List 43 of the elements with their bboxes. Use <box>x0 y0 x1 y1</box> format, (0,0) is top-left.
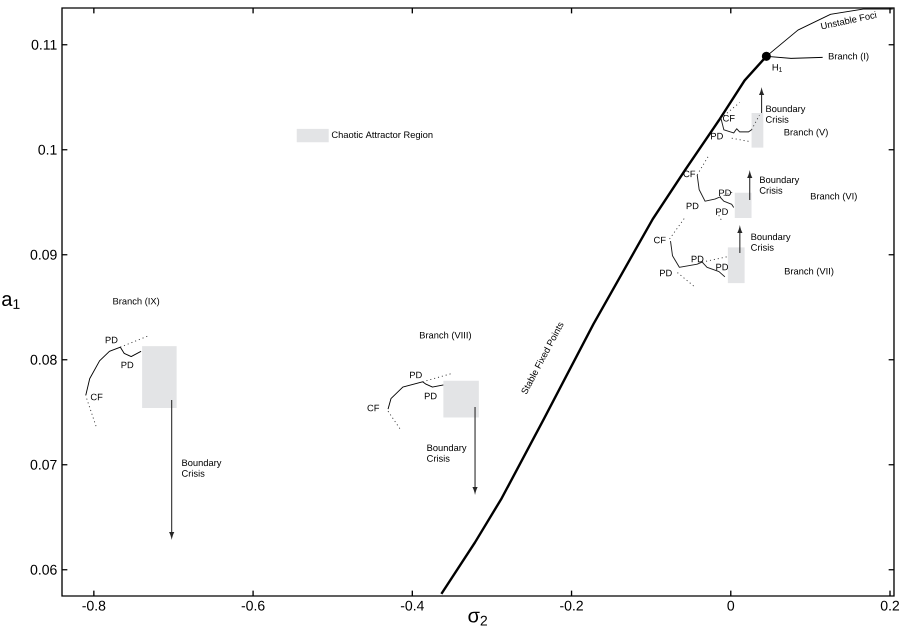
annotation: PD <box>410 372 422 378</box>
x-tick-label: -0.2 <box>560 600 583 611</box>
y-tick-label: 0.11 <box>32 40 57 50</box>
annotation: PD <box>122 362 134 368</box>
annotation: Boundary Crisis <box>766 105 806 123</box>
annotation: Boundary Crisis <box>427 444 467 462</box>
annotation: CF <box>90 394 102 400</box>
y-axis-title: a$_{1}$ <box>2 295 20 309</box>
x-tick-label: -0.6 <box>242 600 265 611</box>
annotation: Branch (VIII) <box>420 332 471 340</box>
x-tick-label: -0.8 <box>82 600 106 611</box>
annotation: Boundary Crisis <box>751 233 791 251</box>
annotation: Branch (IX) <box>113 298 160 306</box>
x-tick-label: 0.2 <box>880 600 900 611</box>
x-axis-title: σ$_{2}$ <box>468 612 488 626</box>
x-tick-label: -0.4 <box>400 600 424 611</box>
annotation: PD <box>716 208 728 215</box>
annotation: PD <box>711 132 723 140</box>
annotation: PD <box>692 256 704 262</box>
y-tick-label: 0.1 <box>38 144 57 155</box>
annotation: Boundary Crisis <box>182 459 222 477</box>
annotation: CF <box>723 114 735 122</box>
y-tick-label: 0.06 <box>30 564 57 575</box>
annotation: Branch (VI) <box>810 192 857 202</box>
annotation: CF <box>368 404 380 412</box>
annotation: H$_{1}$ <box>772 64 782 72</box>
annotation: PD <box>686 202 698 210</box>
annotation: PD <box>719 190 731 196</box>
annotation: CF <box>654 236 666 244</box>
annotation: PD <box>660 270 672 276</box>
annotation: PD <box>106 336 118 344</box>
annotation: Branch (V) <box>784 128 828 138</box>
annotation: Unstable Foci <box>820 11 877 30</box>
annotation: Branch (VII) <box>784 268 834 276</box>
annotation: Boundary Crisis <box>760 176 800 194</box>
annotation: Branch (I) <box>828 52 868 62</box>
legend-label: Chaotic Attractor Region <box>332 131 432 140</box>
annotation: PD <box>424 392 437 400</box>
y-tick-label: 0.07 <box>30 460 57 470</box>
y-tick-label: 0.09 <box>30 250 57 260</box>
x-tick-label: 0 <box>727 600 734 611</box>
y-tick-label: 0.08 <box>30 354 57 365</box>
annotation: PD <box>716 264 728 270</box>
